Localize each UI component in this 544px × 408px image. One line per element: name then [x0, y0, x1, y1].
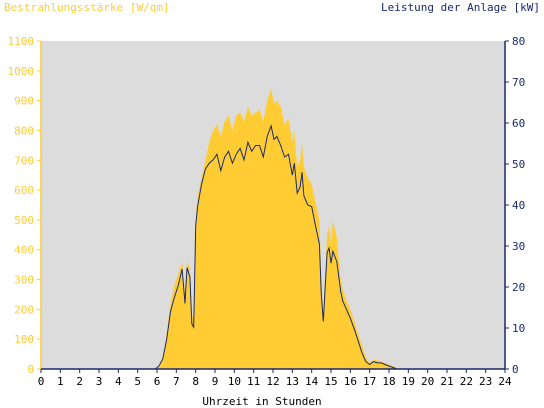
left-axis-title: Bestrahlungsstärke [W/qm] [4, 1, 170, 14]
right-tick-label: 70 [512, 76, 525, 89]
x-tick-label: 13 [286, 375, 299, 388]
x-tick-label: 23 [479, 375, 492, 388]
x-tick-label: 10 [228, 375, 241, 388]
x-tick-label: 15 [324, 375, 337, 388]
x-tick-label: 24 [498, 375, 512, 388]
x-tick-label: 19 [402, 375, 415, 388]
left-tick-label: 500 [14, 214, 34, 227]
left-tick-label: 1100 [8, 35, 35, 48]
left-tick-label: 600 [14, 184, 34, 197]
x-tick-label: 8 [192, 375, 199, 388]
irradiance-area [41, 88, 505, 369]
left-tick-label: 0 [27, 363, 34, 376]
right-tick-label: 20 [512, 281, 525, 294]
right-tick-label: 30 [512, 240, 525, 253]
x-tick-label: 20 [421, 375, 434, 388]
x-tick-label: 1 [57, 375, 64, 388]
left-tick-label: 100 [14, 333, 34, 346]
left-tick-label: 1000 [8, 65, 35, 78]
right-tick-label: 50 [512, 158, 525, 171]
left-tick-label: 300 [14, 274, 34, 287]
right-axis-title: Leistung der Anlage [kW] [381, 1, 540, 14]
x-tick-label: 22 [460, 375, 473, 388]
right-tick-label: 10 [512, 322, 525, 335]
x-tick-label: 7 [173, 375, 180, 388]
x-tick-label: 9 [212, 375, 219, 388]
left-tick-label: 200 [14, 303, 34, 316]
axis-ticks: 0100200300400500600700800900100011000102… [8, 35, 526, 388]
right-tick-label: 60 [512, 117, 525, 130]
left-tick-label: 400 [14, 244, 34, 257]
right-tick-label: 0 [512, 363, 519, 376]
x-tick-label: 3 [96, 375, 103, 388]
x-tick-label: 16 [344, 375, 357, 388]
x-tick-label: 21 [440, 375, 453, 388]
x-tick-label: 2 [76, 375, 83, 388]
right-tick-label: 80 [512, 35, 525, 48]
x-tick-label: 17 [363, 375, 376, 388]
right-tick-label: 40 [512, 199, 525, 212]
x-tick-label: 0 [38, 375, 45, 388]
left-tick-label: 900 [14, 95, 34, 108]
x-tick-label: 12 [266, 375, 279, 388]
x-tick-label: 18 [382, 375, 395, 388]
left-tick-label: 800 [14, 124, 34, 137]
x-tick-label: 14 [305, 375, 319, 388]
x-tick-label: 11 [247, 375, 260, 388]
x-tick-label: 4 [115, 375, 122, 388]
power-line [41, 124, 505, 370]
x-axis-title: Uhrzeit in Stunden [202, 395, 321, 408]
x-tick-label: 5 [134, 375, 141, 388]
left-tick-label: 700 [14, 154, 34, 167]
x-tick-label: 6 [154, 375, 161, 388]
